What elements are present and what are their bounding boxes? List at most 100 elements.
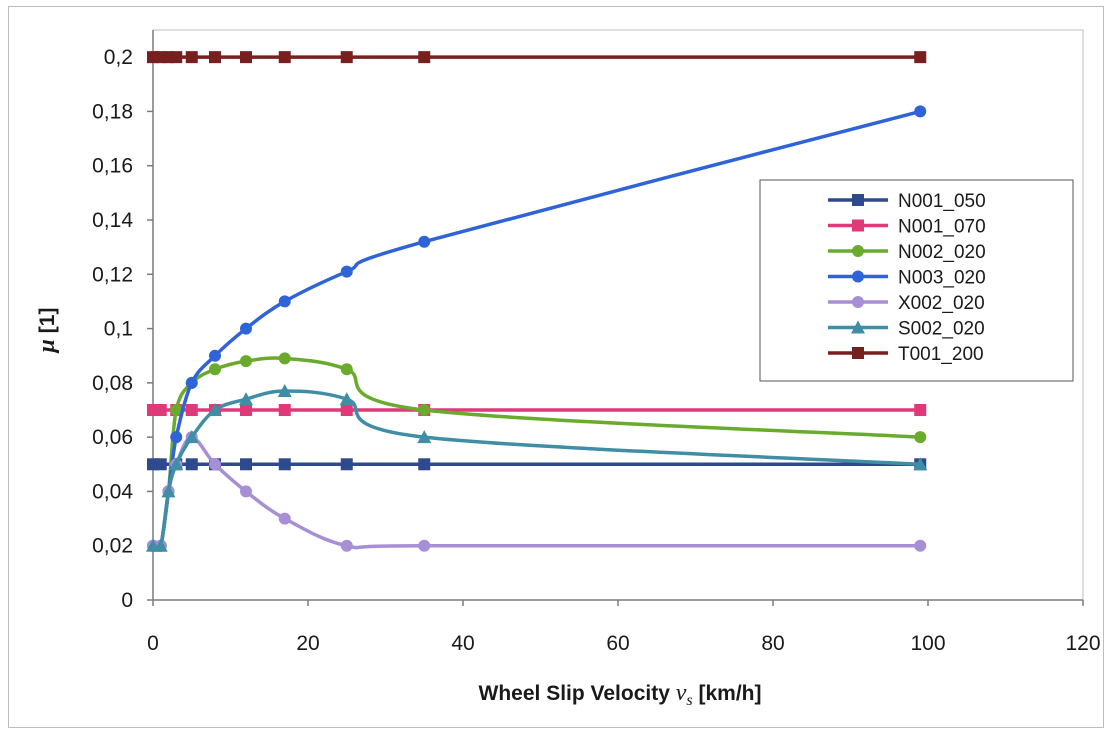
y-tick-label: 0,1 (104, 318, 133, 341)
legend-label: N001_070 (898, 217, 986, 238)
x-axis-title-text: Wheel Slip Velocity (479, 682, 671, 705)
legend-swatch-marker (852, 296, 864, 308)
data-point-t001-200 (914, 51, 927, 64)
data-point-n002-020 (240, 355, 252, 368)
data-point-s002-020 (169, 457, 184, 471)
data-point-s002-020 (239, 392, 253, 406)
x-axis-unit: [km/h] (698, 682, 761, 705)
data-point-s002-020 (339, 392, 354, 406)
series-t001-200 (147, 51, 927, 64)
x-tick-label: 40 (451, 632, 474, 655)
legend-item-n003-020: N003_020 (828, 268, 986, 289)
data-point-t001-200 (340, 51, 353, 64)
legend-item-t001-200: T001_200 (828, 344, 984, 365)
y-tick-label: 0,02 (92, 535, 133, 558)
legend-item-n001-070: N001_070 (828, 217, 986, 238)
data-point-n002-020 (340, 363, 353, 376)
y-axis-title: μ [1] (34, 308, 60, 355)
legend-swatch-marker (852, 245, 864, 257)
data-point-s002-020 (184, 430, 199, 444)
legend-swatch-marker (852, 194, 864, 206)
y-tick-label: 0,16 (92, 155, 133, 178)
legend-swatch-marker (852, 347, 864, 359)
data-point-n003-020 (418, 235, 431, 248)
data-point-x002-020 (278, 512, 291, 525)
data-point-x002-020 (240, 485, 252, 498)
legend-label: S002_020 (898, 319, 985, 340)
data-point-s002-020 (277, 384, 292, 397)
legend-item-x002-020: X002_020 (828, 293, 985, 314)
legend-box (759, 179, 1074, 382)
data-point-t001-200 (418, 51, 431, 64)
y-tick-label: 0,18 (92, 100, 133, 123)
x-tick-label: 20 (296, 632, 319, 655)
data-point-n003-020 (340, 265, 353, 278)
legend-label: X002_020 (898, 293, 985, 314)
data-point-n001-070 (185, 404, 198, 416)
data-point-n003-020 (170, 431, 183, 444)
data-point-n001-050 (278, 458, 291, 471)
data-point-n002-020 (209, 363, 221, 376)
legend-swatch-marker (852, 270, 864, 283)
legend-label: T001_200 (898, 344, 984, 365)
data-point-x002-020 (209, 458, 221, 471)
data-point-s002-020 (208, 403, 222, 416)
series-s002-020 (146, 384, 928, 552)
data-point-x002-020 (340, 539, 353, 552)
data-point-n003-020 (185, 376, 198, 389)
legend-swatch-marker (852, 219, 864, 232)
y-tick-label: 0,2 (104, 46, 133, 69)
x-axis-title: Wheel Slip Velocity vs [km/h] (479, 680, 762, 709)
x-tick-label: 80 (761, 632, 784, 655)
data-point-n002-020 (914, 431, 927, 444)
y-tick-label: 0,08 (92, 372, 133, 395)
data-point-t001-200 (170, 51, 183, 64)
data-point-s002-020 (913, 457, 928, 471)
data-point-x002-020 (914, 539, 927, 552)
data-point-s002-020 (161, 484, 176, 498)
data-point-n003-020 (914, 105, 927, 118)
y-tick-label: 0,14 (92, 209, 133, 232)
legend-item-n001-050: N001_050 (828, 191, 986, 212)
data-point-n001-070 (154, 404, 167, 416)
data-point-n001-050 (154, 458, 167, 471)
data-point-t001-200 (185, 51, 198, 64)
legend-label: N003_020 (898, 268, 986, 289)
x-tick-label: 60 (606, 632, 629, 655)
x-axis-subscript: s (686, 692, 692, 709)
y-tick-label: 0,06 (92, 426, 133, 449)
y-axis-symbol: μ (34, 339, 60, 354)
data-point-n002-020 (170, 404, 183, 416)
data-point-n003-020 (209, 349, 221, 362)
legend-swatch-marker (851, 320, 865, 334)
x-tick-label: 120 (1065, 632, 1100, 655)
data-point-t001-200 (209, 51, 221, 64)
x-tick-label: 100 (910, 632, 945, 655)
data-point-n002-020 (418, 404, 431, 416)
data-point-n001-050 (418, 458, 431, 471)
legend-item-s002-020: S002_020 (828, 319, 985, 340)
x-tick-label: 0 (147, 632, 159, 655)
data-point-n001-070 (240, 404, 252, 416)
data-point-n001-050 (185, 458, 198, 471)
data-point-n001-050 (240, 458, 252, 471)
y-axis-unit: [1] (36, 308, 59, 334)
data-point-n001-050 (340, 458, 353, 471)
data-point-n002-020 (278, 352, 291, 365)
data-point-n001-070 (914, 404, 927, 416)
data-point-n003-020 (240, 322, 252, 335)
data-point-n001-070 (278, 404, 291, 416)
legend-item-n002-020: N002_020 (828, 242, 986, 263)
data-point-s002-020 (417, 430, 432, 444)
data-point-n001-070 (340, 404, 353, 416)
data-point-n003-020 (278, 295, 291, 308)
data-point-x002-020 (418, 539, 431, 552)
data-point-t001-200 (278, 51, 291, 64)
y-tick-label: 0,04 (92, 480, 133, 503)
y-tick-label: 0,12 (92, 263, 133, 286)
data-point-s002-020 (153, 538, 168, 552)
y-tick-label: 0 (121, 589, 133, 612)
data-point-t001-200 (240, 51, 252, 64)
x-axis-symbol: v (676, 680, 687, 706)
